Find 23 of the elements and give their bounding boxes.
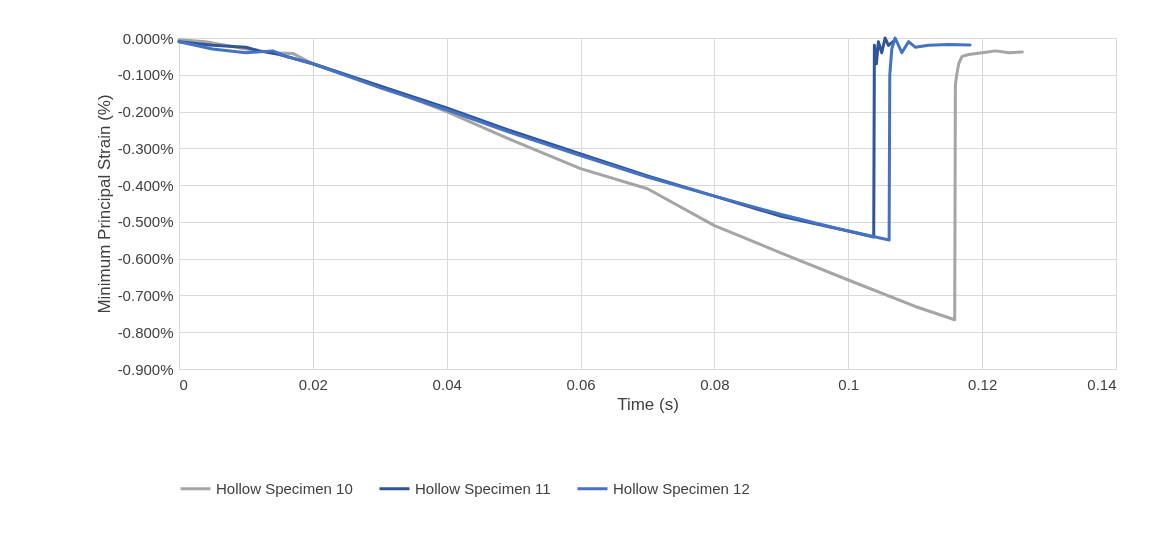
y-tick-label: -0.200% <box>117 103 174 121</box>
legend-label: Hollow Specimen 11 <box>415 479 551 497</box>
y-axis-title: Minimum Principal Strain (%) <box>94 94 114 314</box>
x-tick-label: 0 <box>179 375 188 393</box>
legend-label: Hollow Specimen 10 <box>216 479 353 497</box>
legend-label: Hollow Specimen 12 <box>613 479 750 497</box>
x-tick-label: 0.06 <box>566 375 596 393</box>
y-tick-label: -0.500% <box>117 213 174 231</box>
x-tick-label: 0.04 <box>432 375 462 393</box>
y-tick-label: -0.700% <box>117 286 174 304</box>
y-tick-label: -0.100% <box>117 66 174 84</box>
y-tick-label: -0.300% <box>117 139 174 157</box>
y-tick-label: -0.900% <box>117 360 174 378</box>
y-tick-label: -0.400% <box>117 176 174 194</box>
x-tick-label: 0.02 <box>298 375 328 393</box>
x-tick-label: 0.14 <box>1087 375 1117 393</box>
y-tick-label: 0.000% <box>122 29 174 47</box>
x-tick-label: 0.1 <box>838 375 860 393</box>
x-tick-label: 0.12 <box>968 375 998 393</box>
x-tick-label: 0.08 <box>700 375 730 393</box>
y-tick-label: -0.600% <box>117 250 174 268</box>
x-axis-title: Time (s) <box>617 394 679 414</box>
y-tick-label: -0.800% <box>117 323 174 341</box>
